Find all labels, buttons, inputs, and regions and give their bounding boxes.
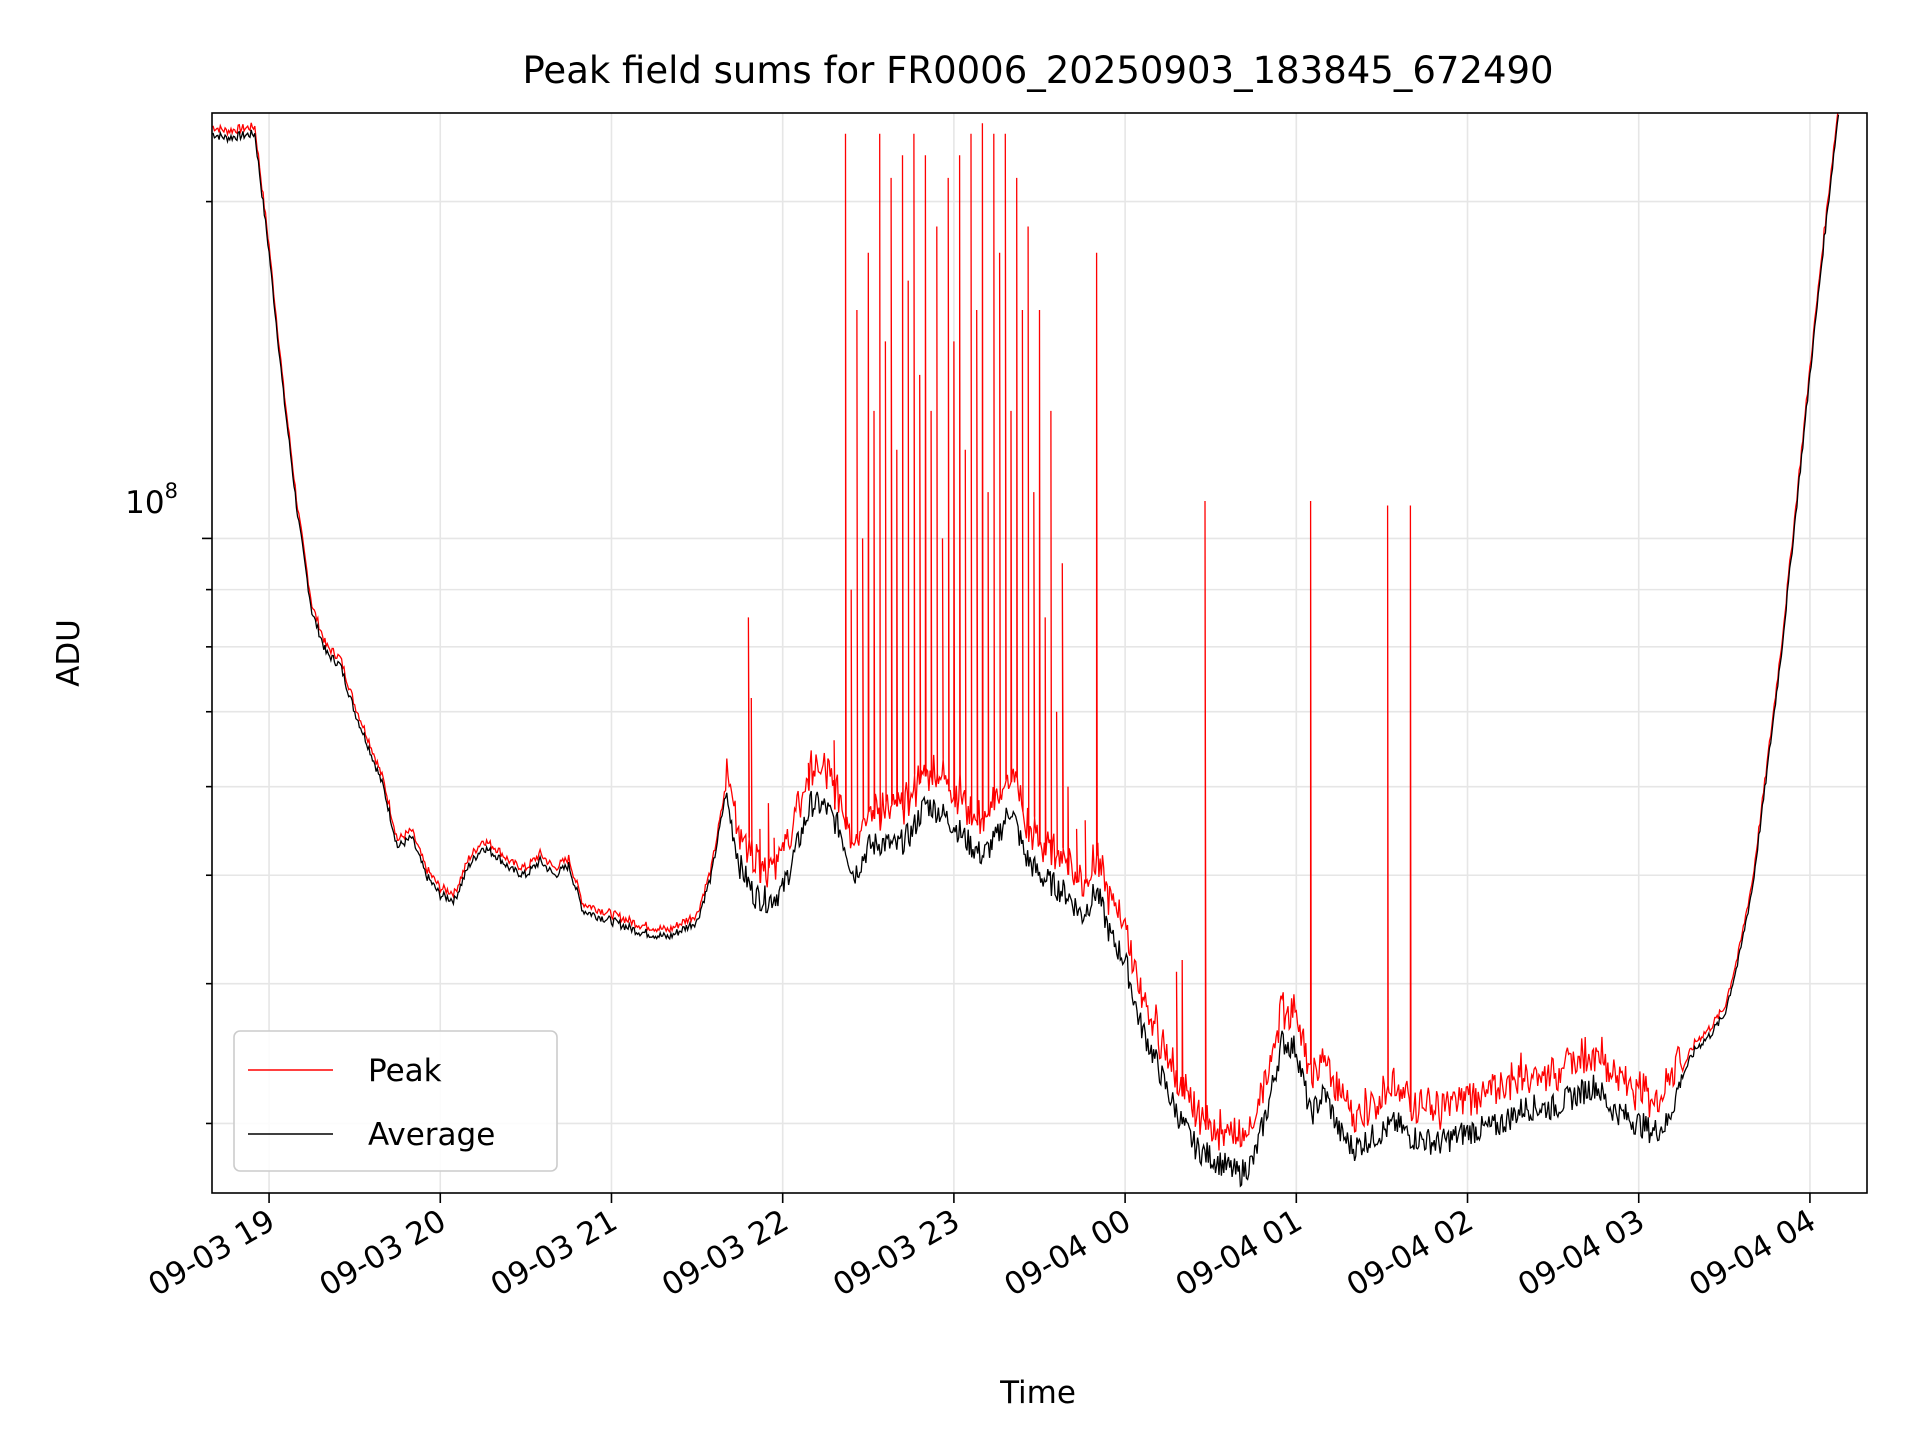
y-tick-label-1e8: 108 (125, 479, 178, 521)
plot-area-frame (211, 112, 1868, 1194)
x-axis-label: Time (999, 1375, 1076, 1411)
legend-label-average: Average (368, 1117, 495, 1153)
peak-series-line (212, 113, 1839, 1151)
legend-label-peak: Peak (368, 1053, 442, 1089)
legend: Peak Average (233, 1030, 558, 1172)
chart-title: Peak field sums for FR0006_20250903_1838… (522, 49, 1553, 92)
y-tick-base: 10 (125, 485, 164, 521)
average-series-line (212, 114, 1840, 1188)
y-tick-exponent: 8 (165, 479, 178, 503)
legend-box (233, 1030, 558, 1172)
y-axis-label: ADU (51, 619, 87, 687)
plot-series (212, 113, 1840, 1188)
